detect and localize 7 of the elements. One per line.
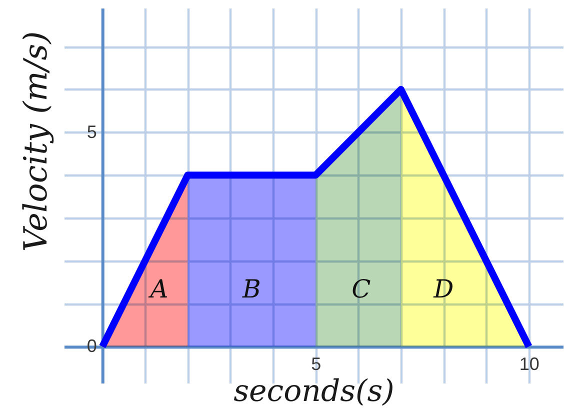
series-label: A (148, 274, 168, 304)
series-label: C (352, 274, 371, 304)
x-tick-label: 10 (519, 354, 540, 374)
x-axis-title: seconds(s) (234, 374, 394, 410)
y-axis-title: Velocity (m/s) (16, 31, 54, 252)
series-label: D (432, 274, 454, 304)
series-label: B (241, 274, 261, 304)
